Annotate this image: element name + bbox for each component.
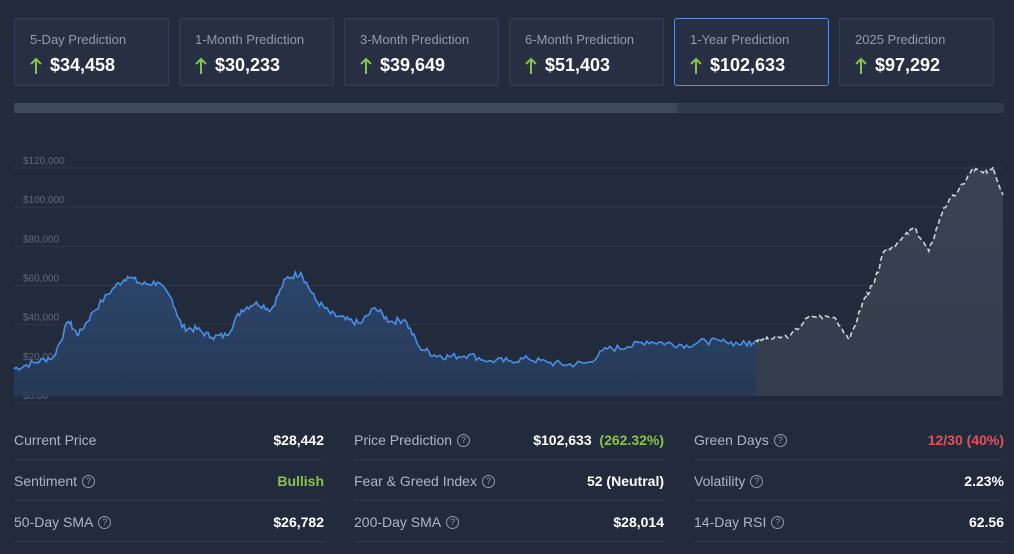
stat-value: 2.23% (964, 473, 1004, 489)
stat-value: $28,442 (273, 432, 324, 448)
y-tick-label: $0.00 (23, 391, 48, 402)
arrow-up-icon (690, 57, 702, 74)
stat-label: Green Days (694, 432, 769, 448)
y-tick-label: $120,000 (23, 156, 65, 167)
stat-value: 12/30 (40%) (927, 432, 1004, 448)
card-value: $97,292 (875, 55, 941, 75)
stat-sentiment: Sentiment? Bullish (14, 461, 324, 501)
card-label: 5-Day Prediction (30, 32, 127, 47)
help-circle-icon[interactable]: ? (446, 515, 460, 529)
help-circle-icon[interactable]: ? (82, 474, 96, 488)
stat-green-days: Green Days? 12/30 (40%) (694, 420, 1004, 460)
help-circle-icon[interactable]: ? (98, 515, 112, 529)
y-tick-label: $60,000 (23, 274, 60, 285)
card-1-month[interactable]: 1-Month Prediction $30,233 (179, 18, 334, 86)
card-label: 1-Year Prediction (690, 32, 790, 47)
history-area (14, 272, 756, 396)
help-circle-icon[interactable]: ? (457, 433, 471, 447)
timeline-progress-bar[interactable] (14, 103, 1004, 113)
stat-sma200: 200-Day SMA? $28,014 (354, 502, 664, 542)
card-value: $34,458 (50, 55, 116, 75)
chart-y-axis: $120,000 $100,000 $80,000 $60,000 $40,000 $20… (23, 156, 65, 402)
y-tick-label: $40,000 (23, 313, 60, 324)
stat-value: 62.56 (968, 514, 1004, 530)
y-tick-label: $80,000 (23, 234, 60, 245)
price-chart[interactable]: $120,000 $100,000 $80,000 $60,000 $40,000 $20… (0, 118, 1014, 408)
card-2025[interactable]: 2025 Prediction $97,292 (839, 18, 994, 86)
stat-rsi14: 14-Day RSI? 62.56 (694, 502, 1004, 542)
stat-label: Current Price (14, 432, 97, 448)
card-value: $39,649 (380, 55, 446, 75)
stat-value: $28,014 (613, 514, 664, 530)
prediction-cards: 5-Day Prediction $34,458 1-Month Predict… (14, 18, 994, 88)
y-tick-label: $20,000 (23, 352, 60, 363)
help-circle-icon[interactable]: ? (771, 515, 785, 529)
card-value: $30,233 (215, 55, 281, 75)
stat-label: Sentiment (14, 473, 78, 489)
help-circle-icon[interactable]: ? (750, 474, 764, 488)
stat-change: (262.32%) (599, 432, 664, 448)
card-label: 2025 Prediction (855, 32, 946, 47)
card-label: 3-Month Prediction (360, 32, 470, 47)
stat-fear-greed: Fear & Greed Index? 52 (Neutral) (354, 461, 664, 501)
timeline-progress-fill (14, 103, 678, 113)
arrow-up-icon (855, 57, 867, 74)
card-value: $51,403 (545, 55, 611, 75)
prediction-price-line (755, 164, 1004, 343)
stat-value: $102,633 (533, 432, 592, 448)
prediction-area (755, 166, 1003, 396)
stat-value: 52 (Neutral) (586, 473, 664, 489)
stat-label: 14-Day RSI (694, 514, 767, 530)
arrow-up-icon (30, 57, 42, 74)
card-1-year[interactable]: 1-Year Prediction $102,633 (674, 18, 829, 86)
stat-value: Bullish (277, 473, 324, 489)
stat-label: 50-Day SMA (14, 514, 94, 530)
stat-value: $26,782 (273, 514, 324, 530)
arrow-up-icon (195, 57, 207, 74)
card-label: 6-Month Prediction (525, 32, 635, 47)
help-circle-icon[interactable]: ? (773, 433, 787, 447)
stat-label: 200-Day SMA (354, 514, 442, 530)
stat-price-prediction: Price Prediction? $102,633 (262.32%) (354, 420, 664, 460)
stat-label: Fear & Greed Index (354, 473, 477, 489)
stat-sma50: 50-Day SMA? $26,782 (14, 502, 324, 542)
card-label: 1-Month Prediction (195, 32, 305, 47)
arrow-up-icon (360, 57, 372, 74)
stat-label: Volatility (694, 473, 746, 489)
stat-label: Price Prediction (354, 432, 453, 448)
card-5-day[interactable]: 5-Day Prediction $34,458 (14, 18, 169, 86)
stat-volatility: Volatility? 2.23% (694, 461, 1004, 501)
card-value: $102,633 (710, 55, 786, 75)
card-3-month[interactable]: 3-Month Prediction $39,649 (344, 18, 499, 86)
card-6-month[interactable]: 6-Month Prediction $51,403 (509, 18, 664, 86)
stat-current-price: Current Price $28,442 (14, 420, 324, 460)
history-price-line (13, 269, 757, 371)
y-tick-label: $100,000 (23, 195, 65, 206)
arrow-up-icon (525, 57, 537, 74)
help-circle-icon[interactable]: ? (481, 474, 495, 488)
